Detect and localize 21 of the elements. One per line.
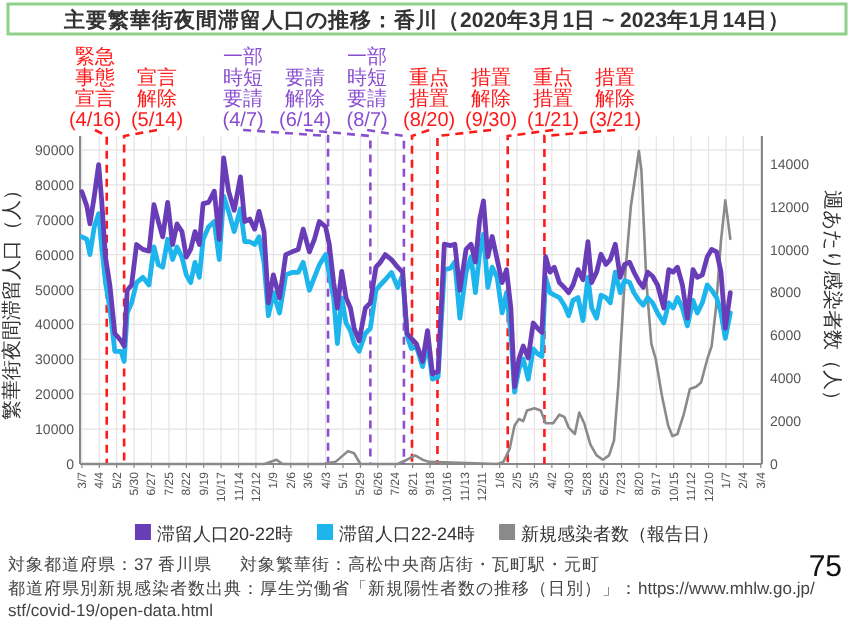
ref-line-label: 要請解除(6/14) — [279, 66, 332, 132]
line-series — [79, 193, 733, 395]
ref-line-label: 一部時短要請(4/7) — [222, 45, 264, 132]
legend-label: 新規感染者数（報告日） — [521, 524, 720, 544]
text: 75 — [808, 550, 842, 584]
legend-label: 滞留人口20-22時 — [156, 524, 293, 544]
y-axis-title: 繁華街夜間滞留人口（人） — [0, 180, 24, 420]
line-series — [79, 155, 733, 390]
y2-axis-title: 週あたり感染者数（人） — [820, 190, 844, 410]
ref-line-label: 措置解除(3/21) — [589, 66, 642, 132]
text: 対象繁華街：高松中央商店街・瓦町駅・元町 — [239, 554, 600, 574]
ref-line-label: 宣言解除(5/14) — [130, 66, 184, 132]
ref-line-label: 緊急事態宣言(4/16) — [68, 45, 122, 132]
ref-line-label: 措置解除(9/30) — [465, 66, 518, 132]
text: 都道府県別新規感染者数出典：厚生労働省「新規陽性者数の推移（日別）」：https://www.mhlw.go.jp/stf/covid-19/open-data.html — [8, 578, 816, 620]
ref-line-label: 重点措置(1/21) — [527, 66, 580, 132]
ref-line-label: 一部時短要請(8/7) — [346, 45, 388, 132]
text: 対象都道府県：37 香川県 — [8, 554, 212, 574]
chart-title: 主要繁華街夜間滞留人口の推移：香川（2020年3月1日 ~ 2023年1月14日） — [62, 7, 790, 33]
ref-line-label: 重点措置(8/20) — [403, 66, 456, 132]
legend-label: 滞留人口22-24時 — [339, 524, 476, 544]
